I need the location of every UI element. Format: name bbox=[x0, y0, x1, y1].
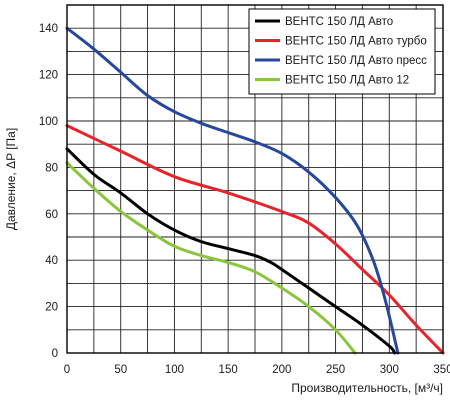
x-tick-label: 350 bbox=[433, 364, 450, 376]
y-tick-label: 40 bbox=[45, 255, 58, 267]
x-axis-label: Производительность, [м³/ч] bbox=[291, 381, 443, 395]
legend-label: ВЕНТС 150 ЛД Авто пресс bbox=[285, 55, 427, 67]
x-tick-label: 300 bbox=[380, 364, 399, 376]
series-line-1 bbox=[65, 147, 397, 355]
x-tick-label: 250 bbox=[326, 364, 345, 376]
y-axis-label: Давление, ΔP [Па] bbox=[4, 128, 18, 230]
legend-label: ВЕНТС 150 ЛД Авто турбо bbox=[285, 36, 427, 48]
y-tick-label: 100 bbox=[39, 116, 58, 128]
x-tick-label: 100 bbox=[165, 364, 184, 376]
tick-labels: 0 50 100 150 200 250 300 350 0 20 40 60 80 100 120 140 bbox=[39, 23, 450, 376]
y-tick-label: 60 bbox=[45, 209, 58, 221]
x-tick-label: 150 bbox=[219, 364, 238, 376]
y-tick-label: 0 bbox=[52, 348, 58, 360]
series-line-3 bbox=[65, 26, 400, 355]
plot-frame bbox=[66, 4, 444, 354]
series-line-2 bbox=[65, 124, 445, 355]
x-tick-label: 200 bbox=[272, 364, 291, 376]
x-tick-label: 50 bbox=[114, 364, 127, 376]
y-tick-label: 120 bbox=[39, 70, 58, 82]
legend: ВЕНТС 150 ЛД Авто ВЕНТС 150 ЛД Авто турбо… bbox=[248, 8, 436, 95]
y-tick-label: 20 bbox=[45, 302, 58, 314]
legend-label: ВЕНТС 150 ЛД Авто bbox=[285, 16, 393, 28]
legend-label: ВЕНТС 150 ЛД Авто 12 bbox=[285, 75, 409, 87]
y-tick-label: 80 bbox=[45, 162, 58, 174]
series-line-4 bbox=[65, 161, 357, 355]
y-tick-label: 140 bbox=[39, 23, 58, 35]
x-tick-label: 0 bbox=[64, 364, 70, 376]
series-lines bbox=[65, 26, 445, 355]
